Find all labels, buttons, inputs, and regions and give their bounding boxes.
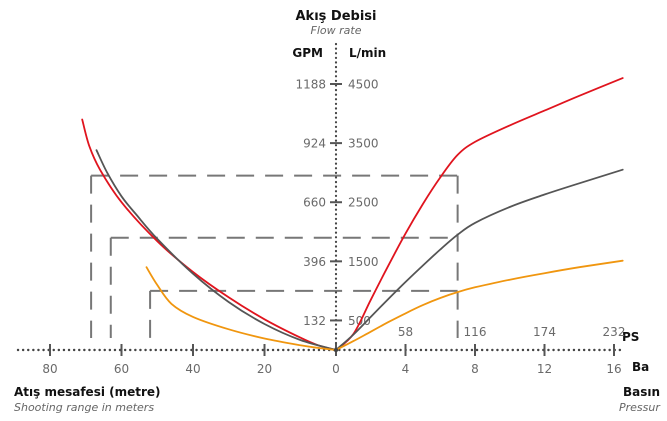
bar-tick-label: 12	[537, 362, 552, 376]
range-tick-label: 80	[42, 362, 57, 376]
bar-axis-title: Ba	[632, 360, 649, 374]
psi-axis-title: PS	[622, 330, 639, 344]
lmin-tick-label: 2500	[348, 196, 379, 210]
range-tick-label: 0	[332, 362, 340, 376]
chart-subtitle: Flow rate	[311, 24, 362, 37]
range-series-line	[145, 266, 337, 351]
range-series-line	[81, 118, 337, 351]
gpm-unit-label: GPM	[292, 46, 323, 60]
range-tick-label: 20	[257, 362, 272, 376]
bar-tick-label: 4	[402, 362, 410, 376]
gpm-tick-label: 396	[303, 255, 326, 269]
range-axis-title: Atış mesafesi (metre)	[14, 385, 161, 399]
lmin-tick-label: 3500	[348, 137, 379, 151]
pressure-series-line	[335, 168, 624, 351]
gpm-tick-label: 1188	[295, 78, 326, 92]
pressure-series-line	[335, 77, 624, 351]
range-axis-subtitle: Shooting range in meters	[14, 401, 154, 414]
origin-point	[333, 347, 339, 353]
bar-tick-label: 16	[606, 362, 621, 376]
pressure-axis-subtitle: Pressur	[619, 401, 661, 414]
pressure-series-line	[335, 259, 624, 351]
psi-tick-label: 58	[398, 325, 413, 339]
lmin-tick-label: 500	[348, 314, 371, 328]
gpm-tick-label: 132	[303, 314, 326, 328]
lmin-tick-label: 4500	[348, 78, 379, 92]
pressure-axis-title: Basın	[623, 385, 660, 399]
chart-title: Akış Debisi	[296, 9, 377, 24]
psi-tick-label: 232	[603, 325, 626, 339]
range-tick-label: 40	[185, 362, 200, 376]
gpm-tick-label: 660	[303, 196, 326, 210]
range-tick-label: 60	[114, 362, 129, 376]
bar-tick-label: 8	[471, 362, 479, 376]
lmin-unit-label: L/min	[349, 46, 386, 60]
psi-tick-label: 116	[464, 325, 487, 339]
range-series-line	[95, 149, 337, 351]
psi-tick-label: 174	[533, 325, 556, 339]
lmin-tick-label: 1500	[348, 255, 379, 269]
gpm-tick-label: 924	[303, 137, 326, 151]
